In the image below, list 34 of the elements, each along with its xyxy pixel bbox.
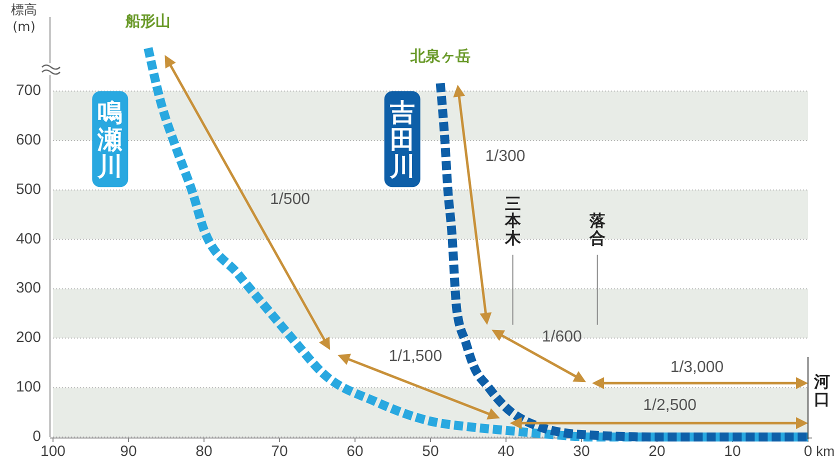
annotation: 三本木 — [504, 194, 522, 248]
y-tick-label: 700 — [16, 82, 41, 100]
y-tick-label: 600 — [16, 132, 41, 148]
annotation: 1/600 — [542, 328, 582, 346]
annotation: 1/300 — [485, 148, 526, 166]
annotation: 北泉ヶ岳 — [409, 47, 470, 66]
x-tick-label: 20 — [648, 443, 666, 460]
series-label: 鳴瀬川 — [96, 98, 123, 182]
y-tick-label: 200 — [16, 329, 41, 346]
y-tick-label: 300 — [16, 280, 41, 297]
annotation: 河口 — [813, 372, 830, 408]
x-tick-label: 70 — [271, 443, 288, 460]
y-axis-title: 標高 (m) — [11, 2, 37, 35]
y-tick-label: 400 — [16, 230, 41, 248]
x-tick-label: 50 — [422, 443, 439, 460]
x-tick-label: 60 — [346, 443, 364, 460]
x-tick-label: 30 — [573, 443, 590, 460]
x-tick-label: 10 — [724, 443, 741, 460]
annotation: 1/2,500 — [643, 397, 697, 414]
x-tick-label: 100 — [40, 443, 66, 460]
annotation: 船形山 — [124, 12, 171, 30]
y-tick-label: 100 — [16, 378, 41, 396]
series-label: 吉田川 — [388, 98, 415, 182]
annotation: 1/1,500 — [388, 348, 442, 366]
y-tick-label: 500 — [16, 180, 41, 198]
x-tick-label: 80 — [196, 443, 212, 460]
annotation: 1/500 — [270, 191, 310, 208]
annotation: 1/3,000 — [670, 359, 724, 376]
x-axis-title: km — [816, 443, 835, 459]
annotation: 落合 — [588, 211, 606, 248]
y-tick-label: 0 — [32, 428, 41, 445]
x-tick-label: 40 — [498, 443, 514, 460]
x-tick-label: 0 — [804, 443, 812, 460]
x-tick-label: 90 — [120, 443, 137, 460]
